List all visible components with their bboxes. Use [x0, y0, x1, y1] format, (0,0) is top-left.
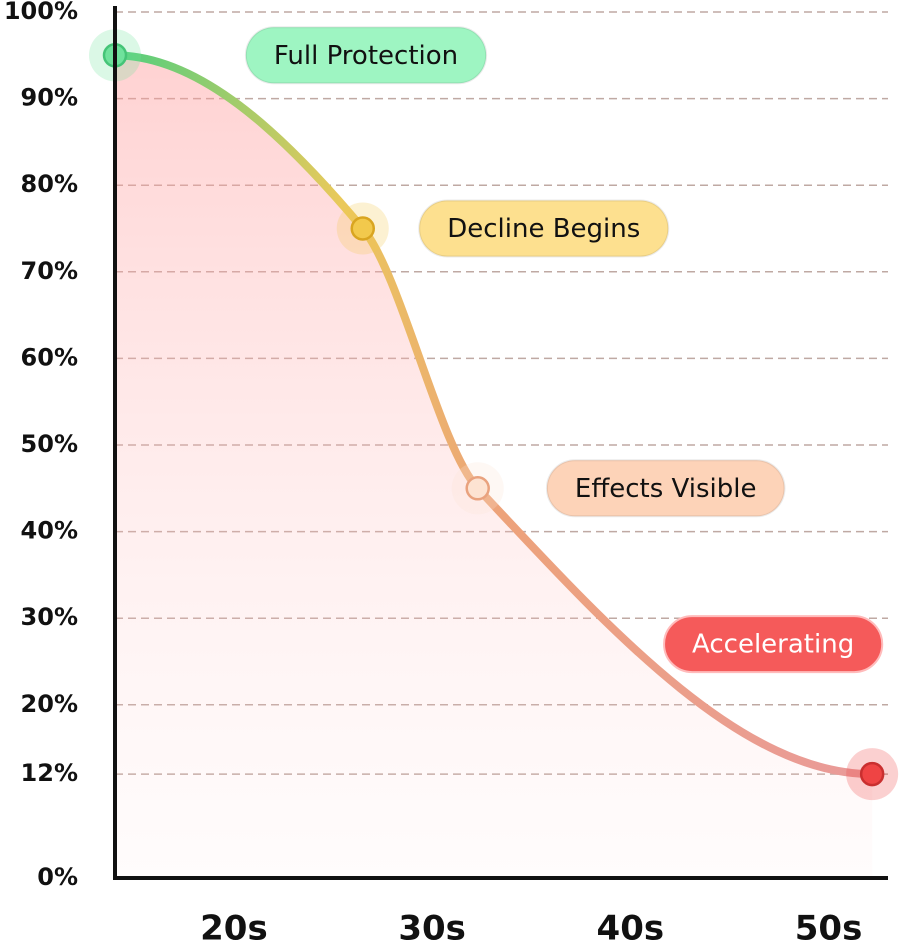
area — [115, 55, 873, 879]
y-tick-label: 12% — [21, 759, 78, 787]
point-label: Accelerating — [692, 630, 854, 660]
x-tick-label: 30s — [398, 909, 466, 948]
y-tick-label: 30% — [21, 603, 78, 631]
point — [859, 761, 885, 787]
label-pill — [663, 615, 884, 674]
y-tick-label: 80% — [21, 170, 78, 198]
label-pill — [418, 199, 670, 258]
point-label: Effects Visible — [575, 474, 757, 504]
y-tick-label: 100% — [4, 0, 78, 25]
x-tick-label: 50s — [795, 909, 863, 948]
label-pill — [244, 26, 488, 85]
y-tick-label: 90% — [21, 84, 78, 112]
x-tick-label: 40s — [597, 909, 665, 948]
point-label: Full Protection — [274, 41, 458, 71]
y-tick-label: 50% — [21, 430, 78, 458]
line — [111, 51, 877, 779]
point-label: Decline Begins — [447, 214, 640, 244]
point — [350, 216, 376, 241]
y-tick-label: 70% — [21, 257, 78, 285]
point — [465, 476, 490, 501]
x-tick-label: 20s — [200, 909, 268, 948]
y-tick-label: 0% — [37, 863, 78, 891]
y-tick-label: 20% — [21, 690, 78, 718]
label-pill — [545, 459, 786, 518]
y-tick-label: 60% — [21, 343, 78, 371]
y-tick-label: 40% — [21, 517, 78, 545]
